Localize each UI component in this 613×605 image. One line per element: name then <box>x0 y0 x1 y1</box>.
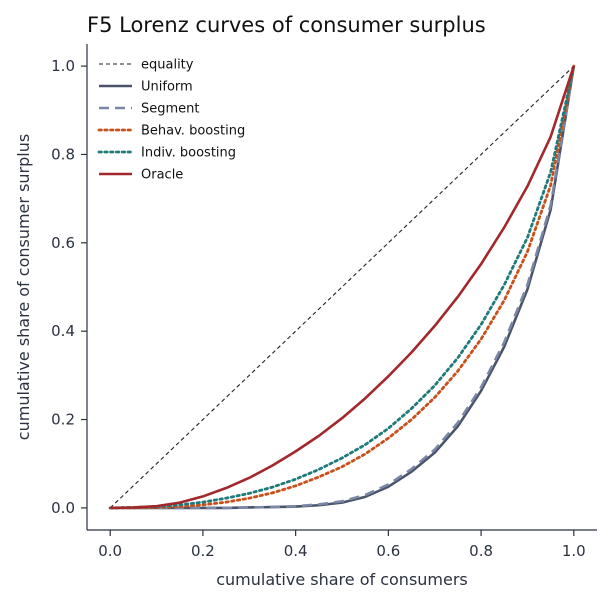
legend-label-uniform: Uniform <box>141 80 193 95</box>
series-line-equality <box>109 65 575 509</box>
series-line-indiv-boosting <box>108 64 576 510</box>
x-tick-label: 0.8 <box>469 542 493 560</box>
legend-label-segment: Segment <box>141 102 200 117</box>
y-tick-label: 0.6 <box>51 234 75 252</box>
legend-label-indiv-boosting: Indiv. boosting <box>141 146 236 161</box>
y-tick-label: 0.4 <box>51 322 75 340</box>
x-tick-label: 0.6 <box>376 542 400 560</box>
y-tick-label: 0.2 <box>51 411 75 429</box>
series-line-uniform <box>110 65 576 510</box>
legend-label-behav-boosting: Behav. boosting <box>141 124 245 139</box>
x-tick-label: 1.0 <box>562 542 586 560</box>
y-tick-label: 0.0 <box>51 499 75 517</box>
y-tick-label: 1.0 <box>51 57 75 75</box>
series-line-segment <box>110 65 576 510</box>
x-tick-label: 0.2 <box>191 542 215 560</box>
chart-title: F5 Lorenz curves of consumer surplus <box>87 13 486 37</box>
series-line-behav-boosting <box>108 64 576 510</box>
legend-label-oracle: Oracle <box>141 168 183 183</box>
y-tick-label: 0.8 <box>51 145 75 163</box>
plot-area <box>108 64 576 510</box>
x-tick-label: 0.4 <box>284 542 308 560</box>
legend-label-equality: equality <box>141 58 194 73</box>
series-line-oracle <box>110 65 576 510</box>
ticks: 0.0 0.2 0.4 0.6 0.8 1.0 0.0 0.2 0.4 0.6 0.8 1.0 <box>51 57 586 560</box>
x-tick-label: 0.0 <box>98 542 122 560</box>
x-axis-label: cumulative share of consumers <box>216 570 468 589</box>
legend: equality Uniform Segment Behav. boosting Ind… <box>97 58 245 183</box>
y-axis-label: cumulative share of consumer surplus <box>14 134 33 440</box>
axes <box>86 44 597 531</box>
